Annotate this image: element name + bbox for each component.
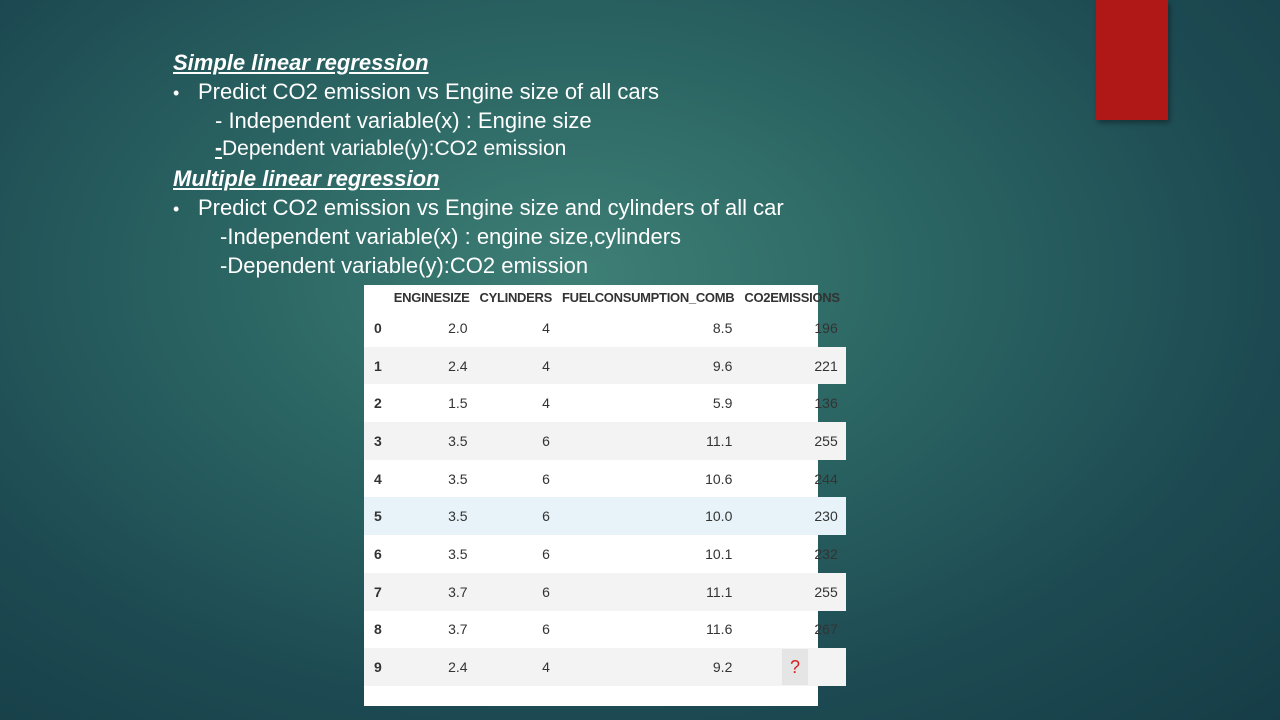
table-cell: 255 [740, 572, 846, 611]
table-row: 8 3.7 6 11.6 267 [364, 611, 846, 649]
table-cell: 6 [542, 470, 550, 487]
table-cell: 3.5 [448, 545, 468, 562]
table-cell: 10.0 [557, 497, 741, 536]
table-row: 2 1.5 4 5.9 136 [364, 384, 846, 422]
table-cell: 2.4 [389, 346, 476, 385]
simple-bullet-text: Predict CO2 emission vs Engine size of a… [198, 79, 659, 104]
table-cell: 3.5 [389, 497, 476, 536]
simple-dependent-text: Dependent variable(y):CO2 emission [222, 137, 567, 160]
table-header-row: ENGINESIZE CYLINDERS FUELCONSUMPTION_COM… [364, 285, 846, 309]
table-row: 0 2.0 4 8.5 196 [364, 309, 846, 347]
table-cell: 196 [814, 319, 838, 336]
table-row: 6 3.5 6 10.1 232 [364, 535, 846, 573]
unknown-value-box: ? [782, 649, 809, 686]
table-cell: 3.7 [389, 572, 476, 611]
multiple-regression-heading: Multiple linear regression [173, 166, 440, 191]
multiple-bullet: • Predict CO2 emission vs Engine size and… [173, 195, 784, 221]
table-cell: 136 [814, 395, 838, 412]
column-header [364, 285, 390, 309]
column-header: ENGINESIZE [393, 289, 470, 305]
table-cell: 4 [475, 648, 558, 686]
table-cell: 9.2 [557, 648, 741, 686]
table-cell: 6 [475, 572, 558, 611]
table-row: 3 3.5 6 11.1 255 [364, 422, 846, 460]
column-header: CYLINDERS [479, 289, 553, 305]
table-cell: 221 [740, 346, 846, 385]
table-cell: 11.1 [557, 572, 741, 611]
table-row: 7 3.7 6 11.1 255 [364, 572, 846, 611]
table-cell: 232 [814, 545, 838, 562]
table-cell: 230 [740, 497, 846, 536]
bullet-icon: • [173, 83, 180, 103]
table-cell: 255 [740, 422, 846, 460]
data-table: ENGINESIZE CYLINDERS FUELCONSUMPTION_COM… [364, 285, 846, 686]
row-index: 2 [374, 395, 382, 412]
table-cell: 4 [542, 319, 550, 336]
table-cell: 11.6 [706, 621, 733, 638]
table-cell: ? [740, 648, 846, 686]
dependent-dash: - [215, 137, 222, 160]
table-cell: 2.4 [389, 648, 476, 686]
simple-regression-heading: Simple linear regression [173, 50, 429, 75]
table-cell: 6 [542, 621, 550, 638]
multiple-dependent-var: -Dependent variable(y):CO2 emission [220, 253, 589, 278]
table-row: 1 2.4 4 9.6 221 [364, 346, 846, 385]
table-row: 4 3.5 6 10.6 244 [364, 460, 846, 498]
simple-dependent-var: -Dependent variable(y):CO2 emission [215, 137, 566, 161]
table-cell: 10.6 [705, 470, 733, 487]
table-cell: 267 [814, 621, 838, 638]
multiple-independent-var: -Independent variable(x) : engine size,c… [220, 224, 682, 249]
table-cell: 6 [475, 422, 558, 460]
row-index: 7 [364, 572, 390, 611]
table-cell: 6 [542, 545, 550, 562]
bullet-icon: • [173, 199, 180, 219]
table-cell: 3.5 [389, 422, 476, 460]
simple-independent-var: - Independent variable(x) : Engine size [215, 108, 592, 133]
table-cell: 10.1 [705, 545, 733, 562]
row-index: 6 [374, 545, 382, 562]
table-cell: 3.7 [448, 621, 468, 638]
row-index: 8 [374, 621, 382, 638]
table-cell: 4 [475, 346, 558, 385]
column-header: CO2EMISSIONS [744, 289, 840, 305]
accent-rectangle [1096, 0, 1168, 120]
row-index: 0 [374, 319, 382, 336]
table-cell: 244 [814, 470, 838, 487]
co2-data-table-image: ENGINESIZE CYLINDERS FUELCONSUMPTION_COM… [364, 285, 846, 706]
column-header: FUELCONSUMPTION_COMB [561, 289, 735, 305]
row-index: 9 [364, 648, 390, 686]
table-row: 9 2.4 4 9.2? [364, 648, 846, 686]
table-cell: 2.0 [448, 319, 468, 336]
table-row: 5 3.5 6 10.0 230 [364, 497, 846, 536]
row-index: 4 [374, 470, 382, 487]
table-cell: 8.5 [712, 319, 733, 336]
table-cell: 1.5 [448, 395, 468, 412]
table-cell: 3.5 [448, 470, 468, 487]
row-index: 5 [364, 497, 390, 536]
row-index: 3 [364, 422, 390, 460]
table-cell: 4 [542, 395, 550, 412]
table-cell: 5.9 [712, 395, 733, 412]
row-index: 1 [364, 346, 390, 385]
table-cell: 11.1 [557, 422, 741, 460]
table-cell: 6 [475, 497, 558, 536]
table-cell: 9.6 [557, 346, 741, 385]
multiple-bullet-text: Predict CO2 emission vs Engine size and … [198, 195, 784, 220]
simple-bullet: • Predict CO2 emission vs Engine size of … [173, 79, 659, 105]
